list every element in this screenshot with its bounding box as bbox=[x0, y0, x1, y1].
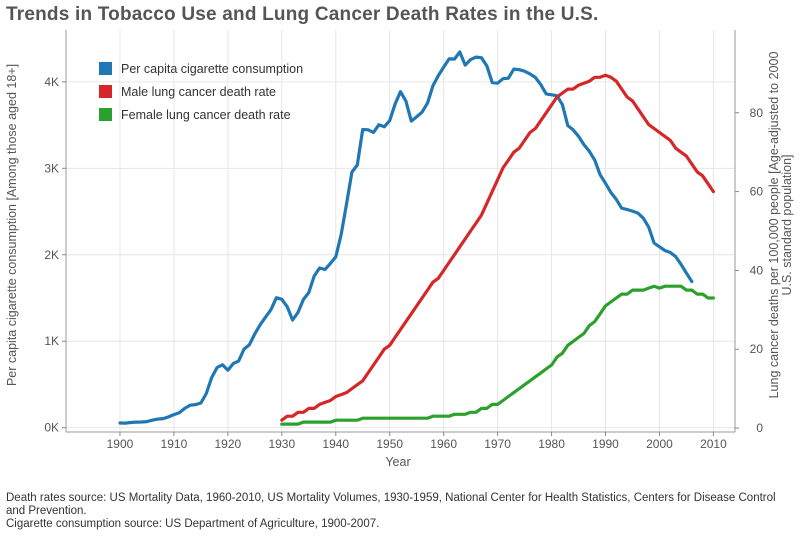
legend: Per capita cigarette consumption Male lun… bbox=[99, 62, 303, 122]
x-axis-title: Year bbox=[385, 455, 410, 469]
legend-swatch bbox=[99, 85, 112, 98]
death-rates-source-note: Death rates source: US Mortality Data, 1… bbox=[6, 492, 776, 517]
x-tick-label: 1960 bbox=[430, 437, 457, 451]
series-lines bbox=[118, 50, 716, 426]
x-tick-label: 2010 bbox=[700, 437, 727, 451]
x-tick-label: 1900 bbox=[107, 437, 134, 451]
left-y-tick-label: 0K bbox=[44, 421, 59, 435]
footnotes: Death rates source: US Mortality Data, 1… bbox=[6, 492, 796, 531]
right-y-axis-title: Lung cancer deaths per 100,000 people [A… bbox=[767, 52, 794, 399]
x-tick-label: 1930 bbox=[268, 437, 295, 451]
female-death-rate-line bbox=[280, 284, 716, 426]
legend-swatch bbox=[99, 108, 112, 121]
chart: 1900 1910 1920 1930 1940 1950 1960 1970 1980 1990… bbox=[5, 30, 794, 469]
legend-label: Female lung cancer death rate bbox=[121, 108, 291, 122]
left-y-tick-label: 2K bbox=[44, 248, 59, 262]
legend-label: Per capita cigarette consumption bbox=[121, 62, 303, 76]
x-tick-label: 1920 bbox=[215, 437, 242, 451]
right-y-tick-label: 40 bbox=[750, 263, 764, 277]
x-tick-label: 1990 bbox=[592, 437, 619, 451]
right-y-axis-title-line-2: U.S. standard population] bbox=[780, 154, 794, 295]
right-y-tick-label: 20 bbox=[750, 342, 764, 356]
x-tick-label: 1940 bbox=[322, 437, 349, 451]
x-tick-label: 1910 bbox=[161, 437, 188, 451]
chart-title: Trends in Tobacco Use and Lung Cancer De… bbox=[6, 4, 599, 25]
right-y-axis-ticks: 0 20 40 60 80 bbox=[735, 106, 763, 435]
male-death-rate-line bbox=[280, 73, 716, 422]
axis-frame bbox=[65, 30, 736, 433]
right-y-tick-label: 60 bbox=[750, 185, 764, 199]
grid-lines bbox=[66, 30, 735, 432]
legend-swatch bbox=[99, 62, 112, 75]
left-y-tick-label: 1K bbox=[44, 334, 59, 348]
x-tick-label: 2000 bbox=[646, 437, 673, 451]
right-y-tick-label: 0 bbox=[756, 421, 763, 435]
consumption-source-note: Cigarette consumption source: US Departm… bbox=[6, 518, 380, 530]
right-y-axis-title-line-1: Lung cancer deaths per 100,000 people [A… bbox=[767, 52, 781, 399]
cigarette-consumption-line bbox=[118, 50, 694, 425]
legend-label: Male lung cancer death rate bbox=[121, 85, 276, 99]
x-tick-label: 1980 bbox=[538, 437, 565, 451]
x-tick-label: 1970 bbox=[484, 437, 511, 451]
left-y-tick-label: 4K bbox=[44, 75, 59, 89]
right-y-tick-label: 80 bbox=[750, 106, 764, 120]
left-y-tick-label: 3K bbox=[44, 161, 59, 175]
x-axis-ticks: 1900 1910 1920 1930 1940 1950 1960 1970 1980 1990… bbox=[107, 432, 727, 451]
x-tick-label: 1950 bbox=[376, 437, 403, 451]
left-y-axis-ticks: 0K 1K 2K 3K 4K bbox=[44, 75, 66, 435]
left-y-axis-title: Per capita cigarette consumption [Among … bbox=[5, 64, 19, 386]
